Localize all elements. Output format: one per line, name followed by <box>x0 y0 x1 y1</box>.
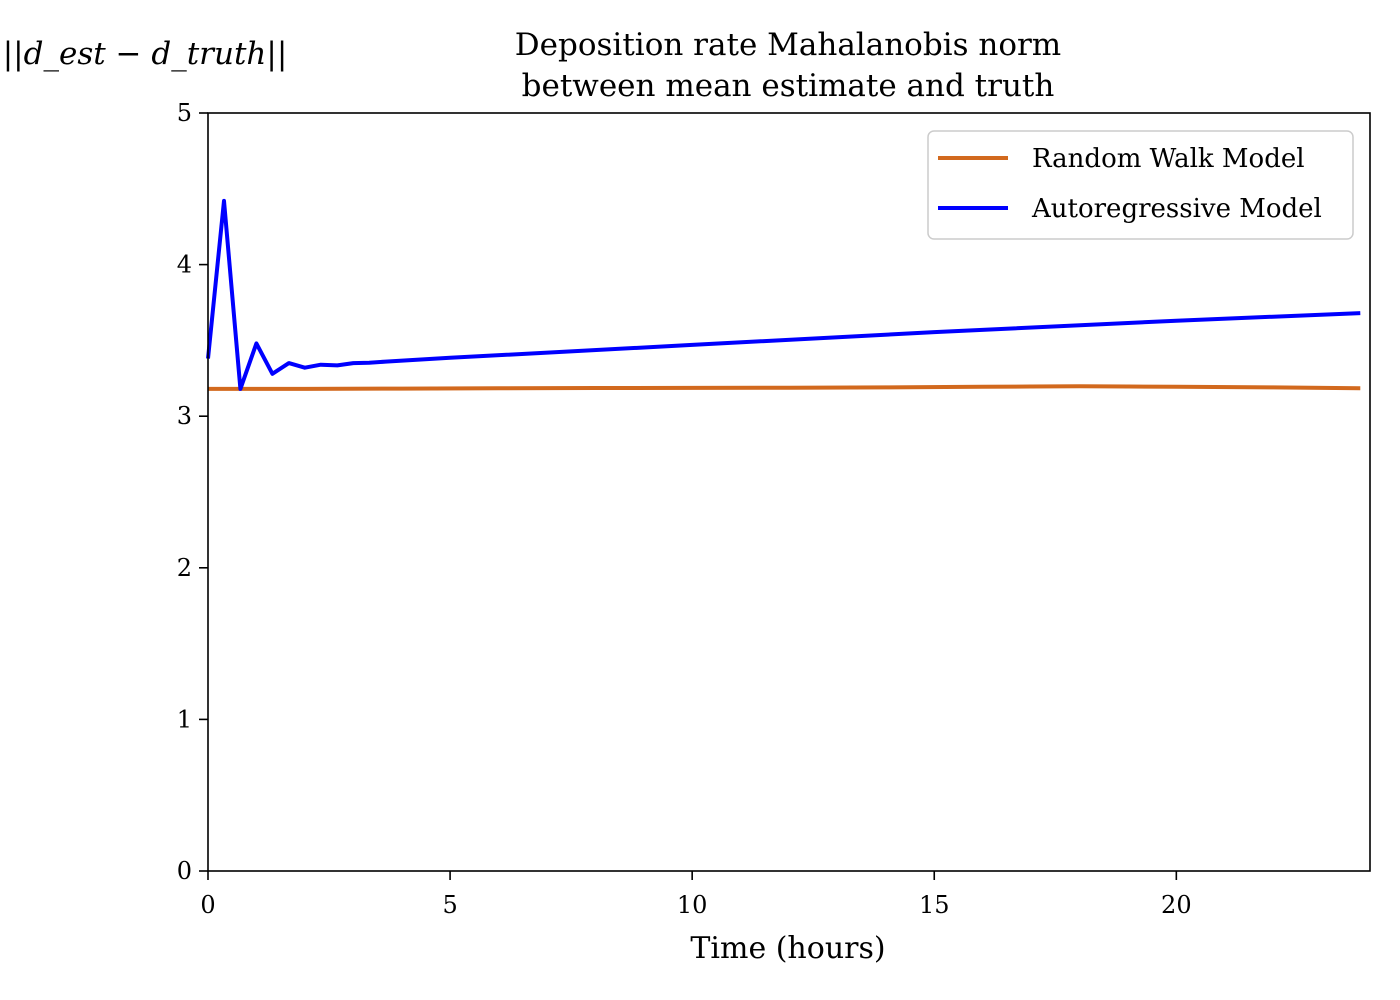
y-tick-label: 1 <box>177 705 192 733</box>
x-tick-label: 5 <box>442 891 457 919</box>
chart-subtitle: between mean estimate and truth <box>522 68 1055 104</box>
legend: Random Walk Model Autoregressive Model <box>927 130 1354 240</box>
x-tick-label: 0 <box>200 891 215 919</box>
y-tick-label: 5 <box>177 99 192 127</box>
plot-frame <box>207 112 1371 872</box>
axis-ticks: 0 5 10 15 20 0 1 2 3 4 5 <box>177 99 1192 919</box>
y-tick-label: 2 <box>177 554 192 582</box>
y-tick-label: 0 <box>177 857 192 885</box>
x-tick-label: 20 <box>1161 891 1192 919</box>
x-tick-label: 15 <box>919 891 950 919</box>
y-tick-label: 3 <box>177 402 192 430</box>
legend-label-random-walk: Random Walk Model <box>1032 144 1305 174</box>
x-tick-label: 10 <box>677 891 708 919</box>
plot-lines <box>206 198 1361 391</box>
y-axis-label: ||d_est − d_truth|| <box>3 36 288 72</box>
series-line-autoregressive <box>206 198 1361 391</box>
series-line-random-walk <box>208 384 1361 391</box>
legend-label-autoregressive: Autoregressive Model <box>1031 194 1322 224</box>
x-axis-label: Time (hours) <box>690 931 885 966</box>
y-tick-label: 4 <box>177 251 192 279</box>
chart-title: Deposition rate Mahalanobis norm <box>515 27 1061 63</box>
legend-box <box>927 130 1354 240</box>
